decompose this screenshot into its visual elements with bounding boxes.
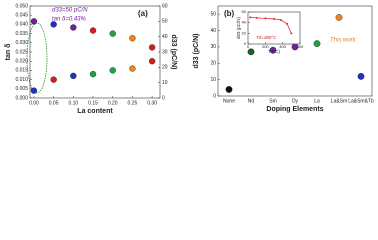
y-tick-label: 40 <box>242 20 247 25</box>
data-point <box>247 48 255 56</box>
y-axis-title: tan δ <box>5 44 12 61</box>
x-tick-label: 200 <box>262 44 269 49</box>
data-point <box>89 70 97 78</box>
y-tick-label: 20 <box>210 61 216 67</box>
y-tick-label: 60 <box>242 9 247 14</box>
y-tick-label: 0.010 <box>15 77 28 83</box>
y2-tick-label: 60 <box>162 3 168 9</box>
y2-tick-label: 20 <box>162 65 168 71</box>
x-tick-label: 0.25 <box>128 100 138 106</box>
y2-tick-label: 50 <box>162 19 168 25</box>
panel-label: (a) <box>138 9 148 18</box>
page: 0.000 0.005 0.010 0.015 0.020 0.025 0.030 0.035… <box>0 0 378 124</box>
x-tick-label: 0.05 <box>49 100 59 106</box>
data-point <box>109 30 116 37</box>
x-tick-label: La&Sm <box>331 98 347 104</box>
x-tick-label: Sm <box>269 98 277 104</box>
y2-tick-label: 40 <box>162 34 168 40</box>
x-tick-label: 600 <box>297 44 304 49</box>
y-tick-label: 0.040 <box>15 22 28 28</box>
data-point <box>269 46 277 54</box>
x-axis-title: La content <box>77 108 113 115</box>
data-point <box>50 76 57 83</box>
data-point <box>70 24 77 31</box>
y2-tick-label: 30 <box>162 49 168 55</box>
data-point <box>129 35 136 42</box>
highlight-ellipse <box>26 22 48 94</box>
panel-label: (b) <box>224 9 235 18</box>
annotation: Td=380°C <box>256 35 277 40</box>
x-tick-label: 0.20 <box>108 100 118 106</box>
y-tick-label: 0.045 <box>15 13 28 19</box>
data-point <box>279 19 282 21</box>
x-tick-label: 0.10 <box>68 100 78 106</box>
x-tick-label: None <box>223 98 235 104</box>
y-tick-label: 50 <box>210 12 216 18</box>
data-point <box>70 72 77 80</box>
data-point <box>286 22 288 25</box>
y-tick-label: 0.035 <box>15 31 28 37</box>
plot-frame <box>217 5 373 97</box>
x-tick-label: Nd <box>248 98 255 104</box>
x-tick-label: 0 <box>247 44 250 49</box>
data-point <box>129 65 136 72</box>
data-point <box>255 16 258 19</box>
data-point <box>50 21 57 28</box>
y-axis-title: d33 (pC/N) <box>236 16 241 39</box>
data-point <box>30 87 38 94</box>
x-tick-label: La&Sm&Tb <box>348 98 374 104</box>
data-point <box>290 32 293 35</box>
figure: 0.0000.0050.0100.0150.0200.0250.0300.035… <box>0 0 378 124</box>
data-point <box>357 73 365 80</box>
x-tick-label: La <box>314 98 320 104</box>
data-point <box>313 40 321 47</box>
y-tick-label: 0 <box>244 41 247 46</box>
y-tick-label: 0.025 <box>15 49 28 55</box>
data-point <box>264 17 267 20</box>
x-tick-label: Dy <box>292 98 299 104</box>
y-tick-label: 0.015 <box>15 68 28 74</box>
annotation: tan δ=0.43% <box>52 17 87 23</box>
y-tick-label: 0.030 <box>15 40 28 46</box>
data-point <box>30 18 38 25</box>
x-axis-title: T (°C) <box>268 49 280 54</box>
x-tick-label: 0.30 <box>147 100 157 106</box>
data-point <box>89 27 97 34</box>
y-tick-label: 0.050 <box>15 3 28 9</box>
data-point <box>225 86 233 93</box>
y-tick-label: 10 <box>210 77 216 83</box>
y-axis-title: d33 (pC/N) <box>193 34 200 69</box>
x-tick-label: 0.00 <box>29 100 39 106</box>
y2-tick-label: 0 <box>162 95 165 101</box>
data-point <box>148 44 156 51</box>
y-tick-label: 0 <box>213 93 216 99</box>
y-tick-label: 30 <box>210 44 216 50</box>
y-tick-label: 0.020 <box>15 59 28 65</box>
y-tick-label: 40 <box>210 28 216 34</box>
annotation: d33=50 pC/N <box>52 8 88 14</box>
data-point <box>273 17 275 20</box>
x-axis-title: Doping Elements <box>266 106 323 113</box>
data-point <box>109 67 116 74</box>
y-tick-label: 0.000 <box>15 95 28 101</box>
x-tick-label: 0.15 <box>88 100 98 106</box>
data-point <box>249 16 252 19</box>
x-tick-label: 400 <box>279 44 286 49</box>
y2-axis-title: d33 (pC/N) <box>170 35 177 70</box>
data-point <box>148 58 156 65</box>
annotation: This work <box>330 38 357 44</box>
data-point <box>335 14 343 21</box>
y-tick-label: 20 <box>242 30 247 35</box>
y2-tick-label: 10 <box>162 80 168 86</box>
y-tick-label: 0.005 <box>15 86 28 92</box>
background <box>0 0 378 124</box>
